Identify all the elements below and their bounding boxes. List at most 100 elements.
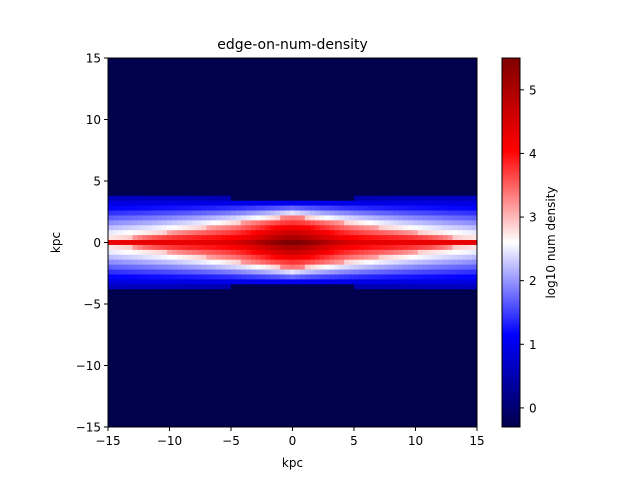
heatmap-cell (240, 190, 247, 197)
heatmap-cell (181, 161, 188, 167)
heatmap-cell (344, 166, 350, 172)
heatmap-cell (354, 323, 360, 330)
heatmap-cell (290, 87, 296, 94)
heatmap-cell (147, 382, 153, 389)
heatmap-cell (462, 77, 468, 84)
heatmap-cell (403, 284, 409, 290)
heatmap-cell (403, 121, 409, 128)
heatmap-cell (354, 171, 360, 177)
heatmap-cell (176, 146, 183, 153)
heatmap-cell (319, 259, 326, 266)
heatmap-cell (265, 235, 271, 241)
heatmap-cell (427, 304, 434, 310)
heatmap-cell (373, 235, 380, 241)
heatmap-cell (117, 62, 124, 69)
heatmap-cell (191, 230, 198, 236)
heatmap-cell (447, 176, 453, 182)
heatmap-cell (413, 372, 419, 379)
heatmap-cell (334, 185, 340, 192)
heatmap-cell (152, 353, 158, 359)
heatmap-cell (408, 200, 414, 207)
heatmap-cell (299, 254, 306, 261)
heatmap-cell (432, 87, 439, 94)
heatmap-cell (211, 156, 217, 162)
heatmap-cell (240, 107, 247, 113)
heatmap-cell (127, 141, 134, 148)
heatmap-cell (132, 363, 139, 369)
heatmap-cell (447, 225, 453, 231)
heatmap-cell (324, 58, 330, 64)
heatmap-cell (462, 323, 468, 330)
heatmap-cell (285, 363, 291, 369)
heatmap-cell (368, 294, 375, 300)
heatmap-cell (368, 67, 375, 74)
heatmap-cell (167, 67, 173, 74)
heatmap-cell (211, 299, 217, 305)
heatmap-cell (398, 338, 404, 344)
heatmap-cell (383, 279, 390, 285)
heatmap-cell (260, 210, 267, 217)
heatmap-cell (181, 274, 188, 280)
heatmap-cell (462, 190, 468, 197)
heatmap-cell (294, 72, 301, 79)
heatmap-cell (265, 146, 271, 153)
heatmap-cell (304, 372, 311, 379)
heatmap-cell (201, 284, 207, 290)
heatmap-cell (216, 72, 222, 79)
heatmap-cell (290, 220, 296, 226)
heatmap-cell (324, 323, 330, 330)
heatmap-cell (250, 304, 257, 310)
heatmap-cell (265, 338, 271, 344)
heatmap-cell (231, 141, 237, 148)
heatmap-cell (344, 353, 350, 359)
heatmap-cell (127, 254, 134, 261)
heatmap-cell (206, 304, 212, 310)
heatmap-cell (206, 200, 212, 207)
heatmap-cell (196, 333, 203, 340)
heatmap-cell (201, 343, 207, 349)
heatmap-cell (472, 215, 477, 221)
heatmap-cell (191, 82, 198, 89)
heatmap-cell (452, 230, 458, 236)
heatmap-cell (452, 235, 458, 241)
heatmap-cell (472, 131, 477, 138)
heatmap-cell (108, 382, 114, 389)
heatmap-cell (181, 97, 188, 103)
heatmap-cell (167, 58, 173, 64)
heatmap-cell (206, 289, 212, 295)
heatmap-cell (127, 318, 134, 325)
heatmap-cell (349, 367, 355, 374)
heatmap-cell (467, 181, 473, 187)
heatmap-cell (358, 72, 365, 79)
heatmap-cell (354, 102, 360, 108)
heatmap-cell (472, 72, 477, 79)
heatmap-cell (314, 343, 321, 349)
heatmap-cell (344, 195, 350, 202)
heatmap-cell (403, 151, 409, 157)
heatmap-cell (314, 294, 321, 300)
heatmap-cell (472, 269, 477, 276)
heatmap-cell (314, 185, 321, 192)
heatmap-cell (201, 215, 207, 221)
heatmap-cell (304, 294, 311, 300)
heatmap-cell (388, 87, 394, 94)
heatmap-cell (191, 363, 198, 369)
heatmap-cell (422, 377, 429, 384)
heatmap-cell (186, 338, 193, 344)
heatmap-cell (309, 72, 316, 79)
heatmap-cell (457, 284, 463, 290)
heatmap-cell (358, 181, 365, 187)
heatmap-cell (270, 117, 276, 123)
heatmap-cell (280, 151, 286, 157)
heatmap-cell (358, 249, 365, 256)
heatmap-cell (162, 58, 168, 64)
heatmap-cell (191, 308, 198, 315)
heatmap-cell (245, 382, 252, 389)
heatmap-cell (388, 249, 394, 256)
heatmap-cell (285, 220, 291, 226)
heatmap-cell (339, 259, 345, 266)
heatmap-cell (442, 102, 449, 108)
heatmap-cell (344, 343, 350, 349)
heatmap-cell (122, 279, 129, 285)
heatmap-cell (319, 289, 326, 295)
